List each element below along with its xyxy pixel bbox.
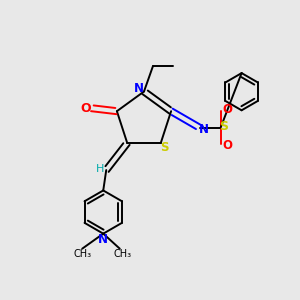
Text: N: N <box>98 232 108 246</box>
Text: S: S <box>219 120 228 133</box>
Text: O: O <box>80 102 91 115</box>
Text: CH₃: CH₃ <box>114 249 132 259</box>
Text: CH₃: CH₃ <box>73 249 91 259</box>
Text: H: H <box>95 164 104 174</box>
Text: O: O <box>222 103 232 116</box>
Text: O: O <box>222 139 232 152</box>
Text: N: N <box>199 123 209 136</box>
Text: S: S <box>160 141 169 154</box>
Text: N: N <box>134 82 144 95</box>
